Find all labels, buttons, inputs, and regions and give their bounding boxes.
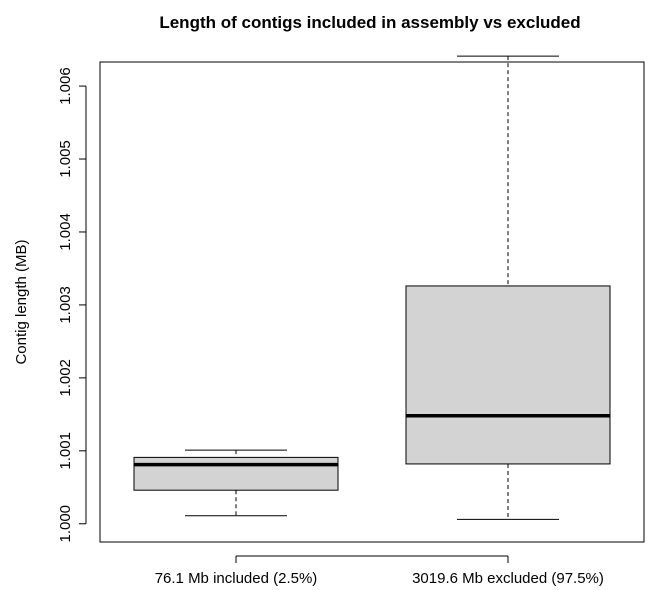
y-tick-label: 1.005 [57,140,74,178]
y-tick-label: 1.002 [57,359,74,397]
interquartile-box [133,456,339,491]
x-axis: 76.1 Mb included (2.5%) 3019.6 Mb exclude… [155,555,604,587]
box-1 [133,449,339,517]
chart-title: Length of contigs included in assembly v… [159,13,580,32]
plot-frame [99,61,645,543]
y-axis-label: Contig length (MB) [13,239,30,364]
y-tick-label: 1.001 [57,432,74,470]
interquartile-box [405,285,611,465]
y-tick-label: 1.003 [57,286,74,324]
y-tick-label: 1.004 [57,213,74,251]
y-tick-label: 1.000 [57,505,74,543]
boxes [133,55,611,520]
box-2 [405,55,611,520]
x-tick-label: 76.1 Mb included (2.5%) [155,570,318,587]
y-axis: 1.000 1.001 1.002 1.003 1.004 1.005 1.006 [57,67,87,543]
y-tick-label: 1.006 [57,67,74,105]
x-tick-label: 3019.6 Mb excluded (97.5%) [412,570,604,587]
